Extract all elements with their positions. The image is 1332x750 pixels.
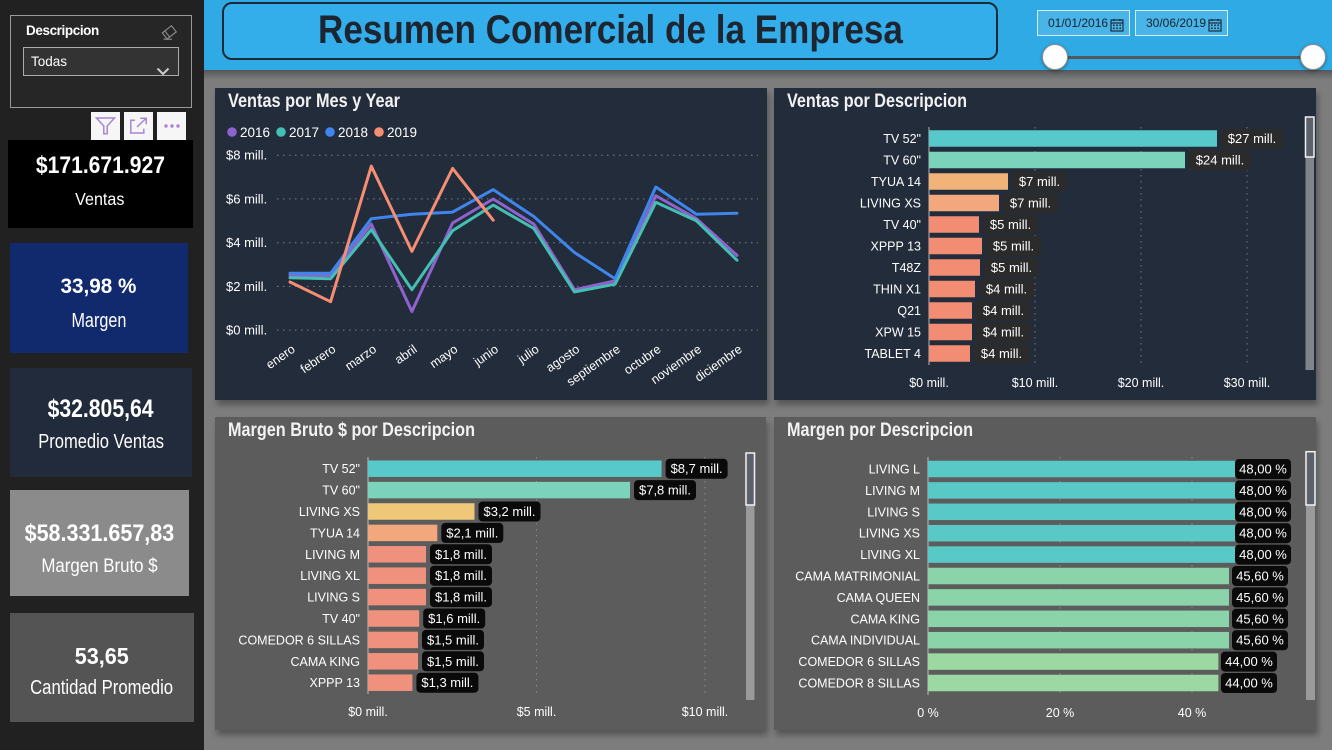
svg-text:marzo: marzo — [343, 342, 380, 373]
svg-text:$1,6 mill.: $1,6 mill. — [428, 611, 480, 626]
svg-text:$5 mill.: $5 mill. — [993, 239, 1034, 254]
svg-text:0 %: 0 % — [917, 706, 939, 720]
svg-text:LIVING L: LIVING L — [869, 463, 920, 477]
svg-text:$4 mill.: $4 mill. — [226, 235, 267, 250]
svg-text:TV 60": TV 60" — [883, 154, 921, 168]
svg-text:Q21: Q21 — [897, 304, 921, 318]
svg-text:$1,8 mill.: $1,8 mill. — [435, 568, 487, 583]
svg-text:TV 52": TV 52" — [322, 462, 360, 476]
svg-text:$4 mill.: $4 mill. — [986, 282, 1027, 297]
svg-text:abril: abril — [392, 342, 419, 367]
svg-text:$2,1 mill.: $2,1 mill. — [446, 525, 498, 540]
svg-text:XPW 15: XPW 15 — [875, 326, 921, 340]
svg-text:TV 60": TV 60" — [322, 484, 360, 498]
svg-text:Ventas por Mes y Year: Ventas por Mes y Year — [228, 90, 400, 112]
svg-text:Margen por Descripcion: Margen por Descripcion — [787, 419, 973, 441]
svg-text:$5 mill.: $5 mill. — [991, 260, 1032, 275]
svg-text:40 %: 40 % — [1178, 706, 1207, 720]
svg-text:2019: 2019 — [387, 125, 417, 140]
svg-text:48,00 %: 48,00 % — [1239, 462, 1287, 477]
svg-text:TABLET 4: TABLET 4 — [864, 347, 921, 361]
svg-text:$1,5 mill.: $1,5 mill. — [427, 632, 479, 647]
svg-text:$5 mill.: $5 mill. — [517, 705, 557, 719]
svg-text:febrero: febrero — [298, 342, 339, 376]
svg-text:45,60 %: 45,60 % — [1236, 611, 1284, 626]
svg-text:$3,2 mill.: $3,2 mill. — [483, 504, 535, 519]
svg-text:LIVING M: LIVING M — [865, 484, 920, 498]
svg-text:$27 mill.: $27 mill. — [1228, 131, 1276, 146]
svg-text:44,00 %: 44,00 % — [1225, 676, 1273, 691]
svg-text:T48Z: T48Z — [892, 261, 922, 275]
svg-text:$1,8 mill.: $1,8 mill. — [435, 547, 487, 562]
svg-text:45,60 %: 45,60 % — [1236, 590, 1284, 605]
svg-text:XPPP 13: XPPP 13 — [870, 240, 921, 254]
svg-text:TV 52": TV 52" — [883, 132, 921, 146]
svg-text:CAMA MATRIMONIAL: CAMA MATRIMONIAL — [795, 570, 920, 584]
svg-text:$24 mill.: $24 mill. — [1196, 153, 1244, 168]
svg-text:48,00 %: 48,00 % — [1239, 547, 1287, 562]
svg-text:$2 mill.: $2 mill. — [226, 279, 267, 294]
svg-text:LIVING M: LIVING M — [305, 548, 360, 562]
svg-text:CAMA QUEEN: CAMA QUEEN — [837, 591, 920, 605]
svg-text:$1,5 mill.: $1,5 mill. — [427, 654, 479, 669]
svg-text:LIVING XL: LIVING XL — [300, 569, 360, 583]
svg-text:TYUA 14: TYUA 14 — [871, 175, 921, 189]
svg-text:48,00 %: 48,00 % — [1239, 526, 1287, 541]
svg-text:$8 mill.: $8 mill. — [226, 148, 267, 163]
svg-text:$5 mill.: $5 mill. — [990, 217, 1031, 232]
svg-text:$1,8 mill.: $1,8 mill. — [435, 590, 487, 605]
svg-text:Ventas por Descripcion: Ventas por Descripcion — [787, 90, 967, 112]
svg-text:julio: julio — [514, 342, 541, 367]
svg-text:2017: 2017 — [289, 125, 319, 140]
svg-text:enero: enero — [263, 342, 297, 372]
svg-text:$10 mill.: $10 mill. — [1012, 376, 1059, 390]
svg-text:CAMA KING: CAMA KING — [291, 655, 360, 669]
svg-text:Margen Bruto $ por Descripcion: Margen Bruto $ por Descripcion — [228, 419, 475, 441]
svg-text:2016: 2016 — [240, 125, 270, 140]
svg-text:XPPP 13: XPPP 13 — [309, 676, 360, 690]
svg-text:LIVING XS: LIVING XS — [299, 505, 360, 519]
svg-text:TV 40": TV 40" — [322, 612, 360, 626]
svg-text:LIVING XS: LIVING XS — [859, 527, 920, 541]
svg-text:CAMA KING: CAMA KING — [851, 612, 920, 626]
svg-text:$6 mill.: $6 mill. — [226, 191, 267, 206]
svg-text:COMEDOR 6 SILLAS: COMEDOR 6 SILLAS — [238, 633, 360, 647]
svg-text:$0 mill.: $0 mill. — [348, 705, 388, 719]
svg-text:LIVING XS: LIVING XS — [860, 197, 921, 211]
svg-text:2018: 2018 — [338, 125, 368, 140]
svg-text:$4 mill.: $4 mill. — [983, 303, 1024, 318]
svg-text:LIVING S: LIVING S — [307, 591, 360, 605]
svg-text:COMEDOR 8 SILLAS: COMEDOR 8 SILLAS — [798, 677, 920, 691]
svg-text:45,60 %: 45,60 % — [1236, 569, 1284, 584]
svg-text:LIVING S: LIVING S — [867, 505, 920, 519]
svg-text:COMEDOR 6 SILLAS: COMEDOR 6 SILLAS — [798, 655, 920, 669]
svg-text:TYUA 14: TYUA 14 — [310, 526, 360, 540]
svg-text:THIN X1: THIN X1 — [873, 283, 921, 297]
svg-text:$0 mill.: $0 mill. — [909, 376, 949, 390]
svg-text:$10 mill.: $10 mill. — [682, 705, 729, 719]
svg-text:$8,7 mill.: $8,7 mill. — [671, 461, 723, 476]
svg-text:$4 mill.: $4 mill. — [983, 325, 1024, 340]
svg-text:LIVING XL: LIVING XL — [860, 548, 920, 562]
svg-text:TV 40": TV 40" — [883, 218, 921, 232]
svg-text:48,00 %: 48,00 % — [1239, 483, 1287, 498]
svg-text:45,60 %: 45,60 % — [1236, 633, 1284, 648]
svg-text:$7 mill.: $7 mill. — [1010, 196, 1051, 211]
svg-text:44,00 %: 44,00 % — [1225, 654, 1273, 669]
svg-text:20 %: 20 % — [1046, 706, 1075, 720]
svg-text:$30 mill.: $30 mill. — [1224, 376, 1271, 390]
svg-text:$7 mill.: $7 mill. — [1019, 174, 1060, 189]
svg-text:$1,3 mill.: $1,3 mill. — [421, 675, 473, 690]
svg-text:mayo: mayo — [427, 342, 460, 371]
svg-text:$20 mill.: $20 mill. — [1118, 376, 1165, 390]
svg-text:$0 mill.: $0 mill. — [226, 323, 267, 338]
svg-text:$7,8 mill.: $7,8 mill. — [639, 483, 691, 498]
svg-text:48,00 %: 48,00 % — [1239, 504, 1287, 519]
svg-text:junio: junio — [470, 342, 501, 369]
svg-text:$4 mill.: $4 mill. — [981, 346, 1022, 361]
svg-text:CAMA INDIVIDUAL: CAMA INDIVIDUAL — [811, 634, 920, 648]
